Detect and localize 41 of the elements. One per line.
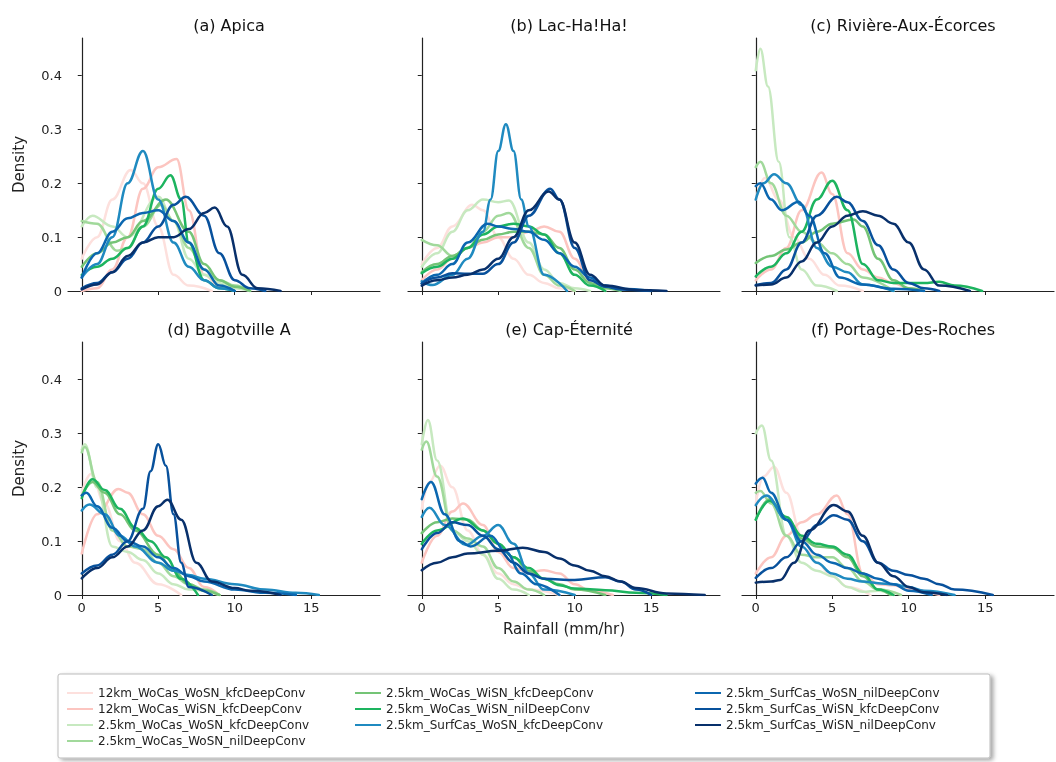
x-tick-label: 5	[828, 600, 837, 615]
legend-label: 2.5km_SurfCas_WiSN_kfcDeepConv	[726, 702, 940, 716]
y-tick-label: 0.2	[41, 175, 62, 191]
x-tick-label: 0	[77, 600, 86, 615]
x-tick-label: 10	[566, 600, 583, 615]
chart-title: (e) Cap-Éternité	[505, 319, 633, 339]
chart-title: (a) Apica	[193, 15, 265, 35]
legend-label: 2.5km_SurfCas_WoSN_nilDeepConv	[726, 686, 940, 700]
legend-label: 2.5km_WoCas_WoSN_nilDeepConv	[98, 734, 306, 748]
legend-label: 2.5km_WoCas_WiSN_kfcDeepConv	[386, 686, 594, 700]
x-tick-label: 0	[751, 600, 760, 615]
y-tick-label: 0.4	[41, 372, 62, 388]
x-tick-label: 0	[417, 600, 426, 615]
legend-label: 12km_WoCas_WoSN_kfcDeepConv	[98, 686, 306, 700]
chart-title: (b) Lac-Ha!Ha!	[510, 15, 628, 35]
x-tick-label: 15	[976, 600, 994, 615]
legend-label: 2.5km_WoCas_WiSN_nilDeepConv	[386, 702, 591, 716]
x-tick-label: 15	[302, 600, 320, 615]
y-axis-title: Density	[9, 439, 28, 498]
chart-title: (f) Portage-Des-Roches	[810, 319, 996, 339]
y-tick-label: 0	[53, 283, 62, 299]
legend-label: 12km_WoCas_WiSN_kfcDeepConv	[98, 702, 302, 716]
y-tick-label: 0.3	[41, 426, 62, 442]
chart-title: (d) Bagotville A	[167, 319, 291, 339]
y-tick-label: 0	[53, 587, 62, 603]
x-tick-label: 10	[226, 600, 243, 615]
legend-label: 2.5km_WoCas_WoSN_kfcDeepConv	[98, 718, 310, 732]
y-tick-label: 0.1	[41, 229, 62, 245]
x-tick-label: 15	[642, 600, 660, 615]
legend-label: 2.5km_SurfCas_WoSN_kfcDeepConv	[386, 718, 604, 732]
x-tick-label: 10	[900, 600, 917, 615]
legend-label: 2.5km_SurfCas_WiSN_nilDeepConv	[726, 718, 936, 732]
chart-title: (c) Rivière-Aux-Écorces	[810, 15, 996, 35]
x-axis-title: Rainfall (mm/hr)	[502, 619, 626, 638]
y-tick-label: 0.1	[41, 533, 62, 549]
x-tick-label: 5	[494, 600, 503, 615]
y-axis-title: Density	[9, 135, 28, 194]
y-tick-label: 0.4	[41, 68, 62, 84]
y-tick-label: 0.2	[41, 479, 62, 495]
y-tick-label: 0.3	[41, 122, 62, 138]
x-tick-label: 5	[154, 600, 163, 615]
